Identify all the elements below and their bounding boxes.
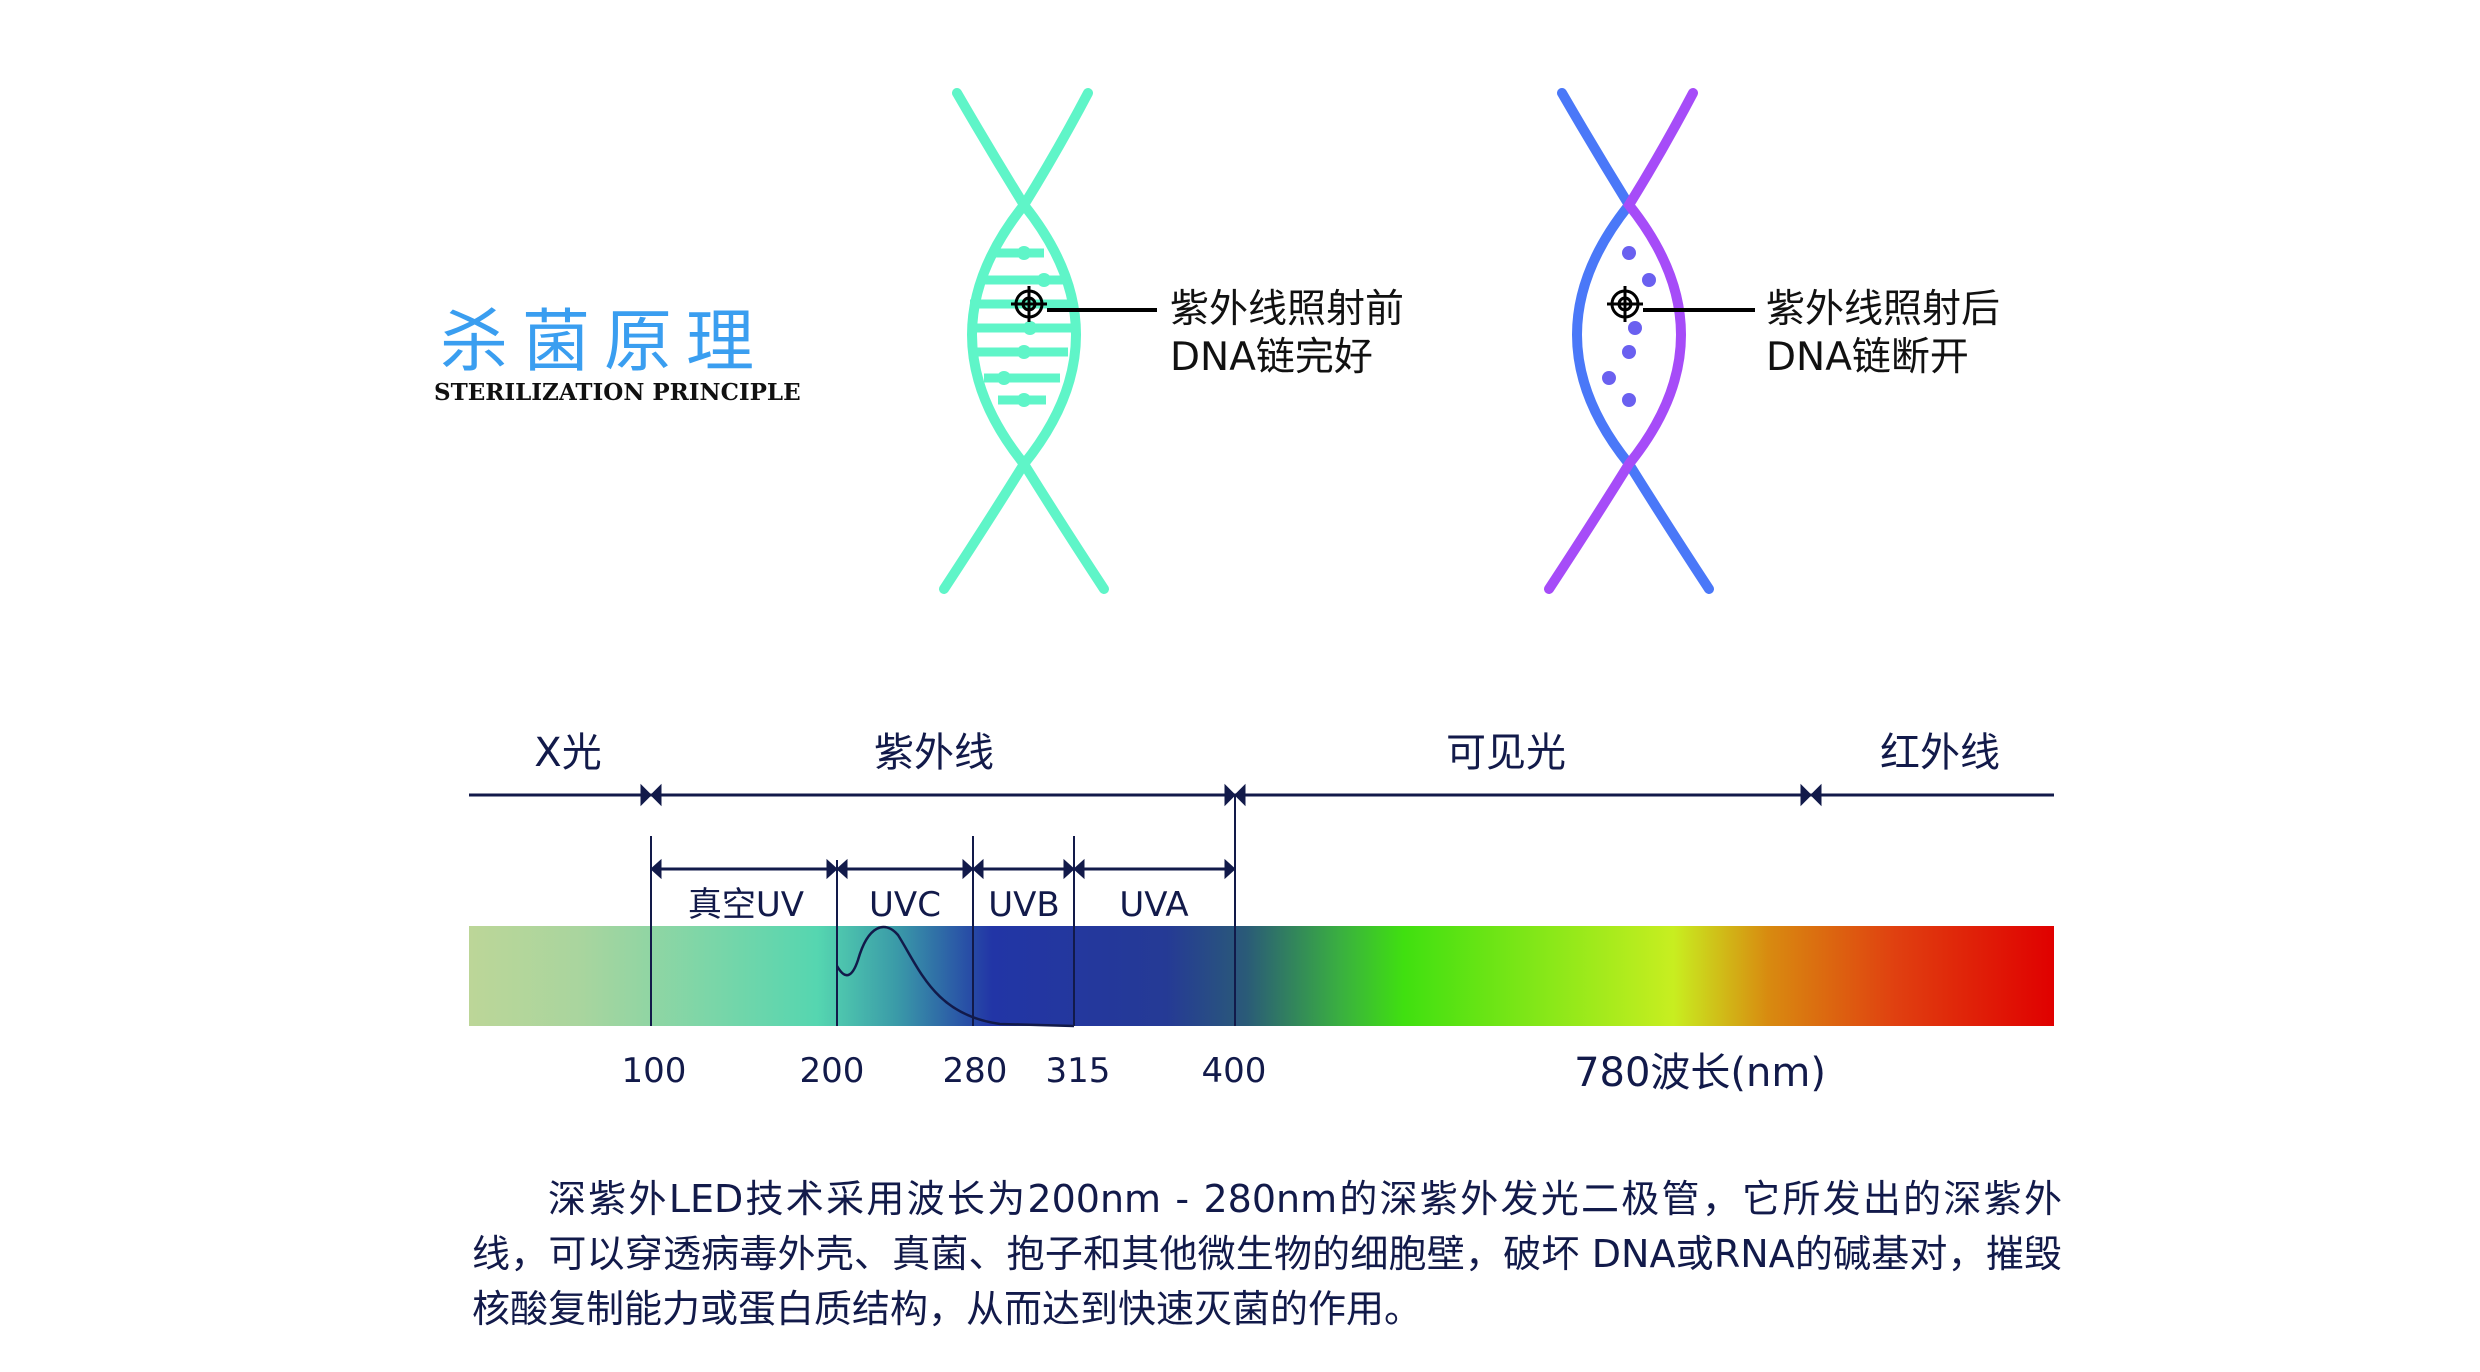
band-vacuum-uv: 真空UV [688,885,804,925]
tick-100: 100 [622,1051,687,1091]
dna-before-label-1: 紫外线照射前 [1170,287,1404,332]
dna-after-label-1: 紫外线照射后 [1766,287,2000,332]
tick-400: 400 [1202,1051,1267,1091]
region-xray: X光 [534,730,601,776]
band-uvc: UVC [869,885,941,925]
target-icon [1011,286,1047,322]
dna-broken-illustration [1544,88,1714,594]
dna-after-label-2: DNA链断开 [1766,335,1969,380]
tick-200: 200 [800,1051,865,1091]
uvc-curve [835,925,1075,1028]
region-visible: 可见光 [1446,730,1566,776]
tick-280: 280 [943,1051,1008,1091]
region-infrared: 红外线 [1880,730,2000,776]
dna-before-label-2: DNA链完好 [1170,335,1373,380]
region-uv: 紫外线 [874,730,994,776]
title-cn: 杀菌原理 [440,303,768,382]
dna-intact-illustration [939,88,1109,594]
target-icon [1607,286,1643,322]
axis-label: 780波长(nm) [1574,1050,1826,1096]
spectrum-bar [469,926,2054,1026]
band-uva: UVA [1119,885,1188,925]
band-uvb: UVB [988,885,1059,925]
title-en: STERILIZATION PRINCIPLE [434,379,801,406]
description-paragraph: 深紫外LED技术采用波长为200nm - 280nm的深紫外发光二极管，它所发出… [472,1177,2062,1331]
region-axis [469,783,2054,807]
tick-315: 315 [1046,1051,1111,1091]
uv-band-axis [650,858,1236,880]
